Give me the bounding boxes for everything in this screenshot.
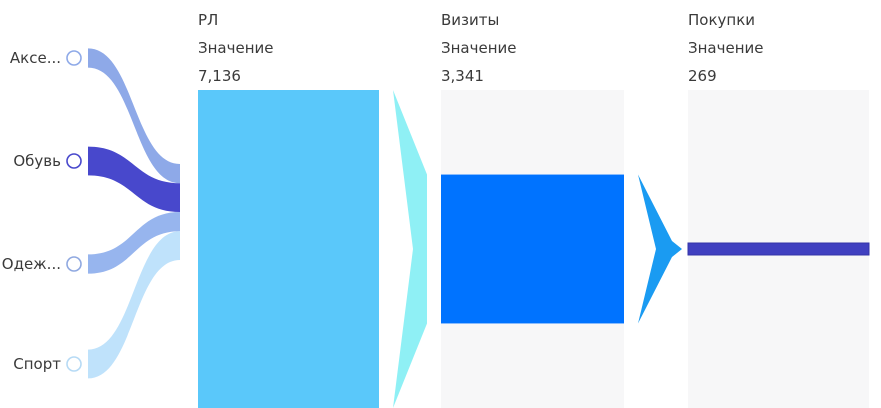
stage-measure: Значение	[198, 39, 274, 57]
category-label: Спорт	[13, 355, 61, 373]
stage-measure: Значение	[441, 39, 517, 57]
circle-marker-icon	[66, 356, 82, 372]
category-ribbon[interactable]	[88, 212, 180, 274]
stage-column-visits: Визиты Значение 3,341	[441, 11, 624, 408]
stage-connector	[393, 90, 427, 408]
category-label: Обувь	[13, 152, 61, 170]
stage-measure: Значение	[688, 39, 764, 57]
stage-bar[interactable]	[198, 90, 379, 408]
circle-marker-icon	[66, 50, 82, 66]
stage-name: Покупки	[688, 11, 755, 29]
category-label: Аксе...	[10, 49, 61, 67]
stage-column-purchases: Покупки Значение 269	[687, 11, 870, 408]
circle-marker-icon	[66, 256, 82, 272]
category-item[interactable]: Спорт	[13, 355, 82, 373]
category-ribbon[interactable]	[88, 48, 180, 184]
stage-connector	[638, 174, 682, 324]
circle-marker-icon	[66, 153, 82, 169]
stage-value: 7,136	[198, 67, 241, 85]
stage-bar[interactable]	[441, 174, 624, 324]
category-ribbon[interactable]	[88, 231, 180, 379]
stage-column-rl: РЛ Значение 7,136	[198, 11, 379, 408]
stage-bar[interactable]	[687, 242, 870, 256]
stage-value: 3,341	[441, 67, 484, 85]
category-item[interactable]: Одеж...	[2, 255, 82, 273]
category-item[interactable]: Аксе...	[10, 49, 82, 67]
category-label: Одеж...	[2, 255, 61, 273]
category-ribbon[interactable]	[88, 146, 180, 212]
category-legend: Аксе... Обувь Одеж... Спорт	[2, 49, 82, 373]
stage-name: РЛ	[198, 11, 218, 29]
stage-value: 269	[688, 67, 717, 85]
stage-name: Визиты	[441, 11, 499, 29]
category-ribbons	[88, 48, 180, 379]
category-item[interactable]: Обувь	[13, 152, 82, 170]
